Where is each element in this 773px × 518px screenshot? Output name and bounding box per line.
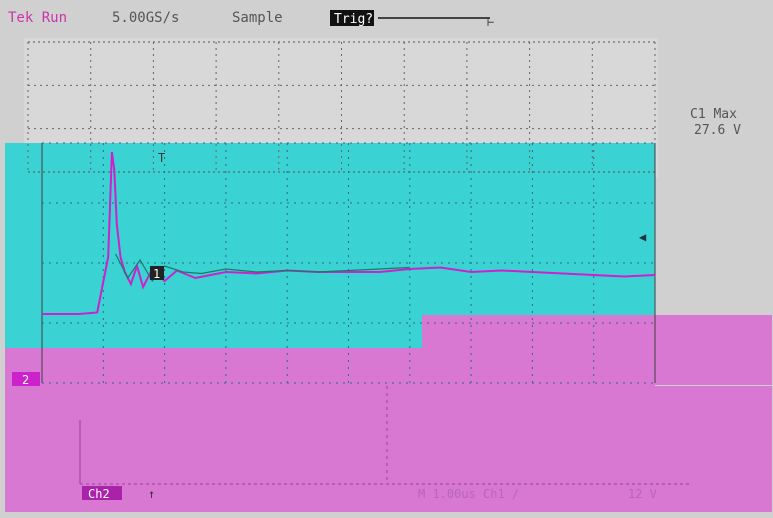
trigger-level-icon: ◀	[639, 230, 647, 244]
main-graticule	[41, 142, 690, 485]
ch2-waveform	[42, 151, 656, 315]
ch2-fill-region-right	[422, 315, 772, 385]
trigger-edge-icon: ↑	[148, 487, 155, 501]
ch1-max-label: C1 Max	[690, 107, 737, 122]
sample-rate-label: 5.00GS/s	[112, 10, 179, 26]
trigger-status-label: Trig?	[334, 12, 373, 27]
run-state-label: Tek Run	[8, 10, 67, 26]
timebase-readout: M 1.00us Ch1 /	[418, 487, 519, 501]
ch2-marker-label: 2	[22, 373, 29, 387]
acq-mode-label: Sample	[232, 10, 283, 26]
ch2-ground-marker	[12, 372, 40, 386]
trigger-status-badge	[330, 10, 374, 26]
trigger-level-readout: 12 V	[628, 487, 657, 501]
ch2-readout-badge	[82, 486, 122, 500]
ch2-fill-region-lower	[5, 386, 772, 512]
ch1-waveform	[115, 253, 410, 283]
ch2-readout-label: Ch2	[88, 487, 110, 501]
ch1-ground-marker	[150, 266, 164, 280]
upper-graticule	[27, 41, 656, 173]
trigger-position-marker: T	[158, 151, 165, 165]
ch1-max-value: 27.6 V	[694, 123, 741, 138]
ch1-fill-region-right	[420, 143, 655, 315]
ch1-marker-label: 1	[153, 267, 160, 281]
record-position-icon: ⊢	[487, 15, 494, 29]
